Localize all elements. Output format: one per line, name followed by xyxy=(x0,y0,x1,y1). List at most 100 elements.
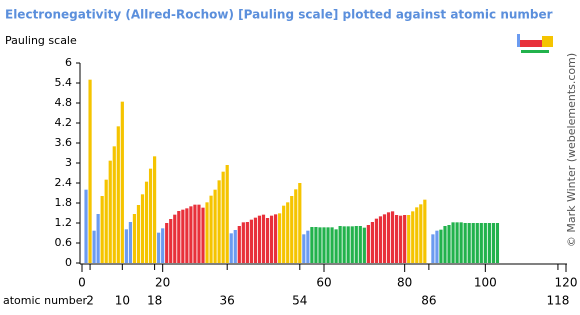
bar xyxy=(128,222,132,263)
bar xyxy=(217,180,221,263)
bar xyxy=(354,226,358,263)
bar xyxy=(358,226,362,263)
bar xyxy=(132,214,137,263)
bar xyxy=(342,226,346,263)
bar xyxy=(274,214,278,263)
bar xyxy=(386,212,391,263)
bar xyxy=(265,218,270,263)
bar xyxy=(245,222,249,263)
bar xyxy=(447,225,451,263)
bar xyxy=(459,222,463,263)
bar xyxy=(241,222,245,263)
bar xyxy=(395,215,399,263)
bar xyxy=(467,223,471,263)
x-tick-label: 60 xyxy=(316,276,331,290)
bar xyxy=(140,194,145,263)
x-tick-label: 0 xyxy=(78,276,86,290)
bar xyxy=(157,232,161,263)
y-tick-label: 2.4 xyxy=(55,176,73,189)
bar xyxy=(318,227,322,263)
y-tick-label: 3.6 xyxy=(55,136,73,149)
bar xyxy=(269,215,274,263)
bar xyxy=(169,219,173,263)
bar xyxy=(193,204,197,263)
bar xyxy=(84,189,88,263)
y-tick-label: 0.6 xyxy=(55,236,73,249)
bar xyxy=(382,214,387,263)
bar xyxy=(181,209,185,263)
x-highlight-label: 18 xyxy=(147,294,162,308)
bar xyxy=(229,233,233,263)
bar xyxy=(362,227,366,263)
bar xyxy=(390,211,395,263)
bar xyxy=(306,230,310,263)
y-tick-label: 5.4 xyxy=(55,76,73,89)
bar xyxy=(298,183,302,263)
bar xyxy=(346,226,350,263)
bar xyxy=(399,215,403,263)
bar xyxy=(185,208,189,263)
bar xyxy=(237,226,241,263)
bar xyxy=(415,207,419,263)
bar xyxy=(471,223,475,263)
bar xyxy=(487,223,491,263)
x-tick-label: 20 xyxy=(155,276,170,290)
bar xyxy=(439,229,443,263)
bar xyxy=(249,219,253,263)
bar xyxy=(282,205,286,263)
bar xyxy=(491,223,495,263)
bar xyxy=(407,215,411,263)
bar xyxy=(120,101,124,264)
bar xyxy=(213,189,217,263)
y-tick-label: 1.8 xyxy=(55,196,73,209)
bar xyxy=(435,230,439,263)
bar xyxy=(334,229,338,263)
bar xyxy=(423,199,427,263)
credit: © Mark Winter (webelements.com) xyxy=(565,53,578,247)
bar xyxy=(278,213,282,263)
bar xyxy=(338,226,342,263)
bar xyxy=(310,227,314,263)
bar xyxy=(144,181,149,263)
bar xyxy=(108,160,112,263)
x-axis-label: atomic number xyxy=(3,294,88,307)
bar xyxy=(326,227,330,263)
bar xyxy=(124,229,128,263)
bar xyxy=(475,223,479,263)
bar xyxy=(165,223,169,263)
bar xyxy=(463,223,467,263)
bar xyxy=(370,222,374,263)
y-tick-label: 6 xyxy=(65,56,72,69)
bar xyxy=(479,223,483,263)
bar xyxy=(201,207,205,263)
bar xyxy=(209,195,213,263)
bar xyxy=(294,189,298,263)
bar xyxy=(411,211,415,263)
bar xyxy=(403,215,407,263)
x-highlight-label: 118 xyxy=(546,294,569,308)
bar xyxy=(177,211,181,263)
x-tick-label: 120 xyxy=(555,276,578,290)
bar xyxy=(374,218,379,263)
y-tick-label: 1.2 xyxy=(55,216,73,229)
x-tick-label: 100 xyxy=(474,276,497,290)
bar xyxy=(443,226,447,263)
bar xyxy=(253,217,258,263)
bar xyxy=(96,214,100,263)
bar xyxy=(330,227,334,263)
bar xyxy=(286,202,290,263)
bar xyxy=(92,230,96,263)
bar xyxy=(431,234,435,263)
y-tick-label: 4.8 xyxy=(55,96,73,109)
bar xyxy=(455,222,459,263)
bar xyxy=(314,227,318,263)
bar xyxy=(189,206,193,263)
bar xyxy=(419,204,423,263)
bar xyxy=(173,214,177,263)
periodic-icon xyxy=(517,34,553,53)
bar xyxy=(153,156,157,263)
bar xyxy=(205,202,209,263)
bar xyxy=(112,146,116,263)
bar xyxy=(350,226,354,263)
